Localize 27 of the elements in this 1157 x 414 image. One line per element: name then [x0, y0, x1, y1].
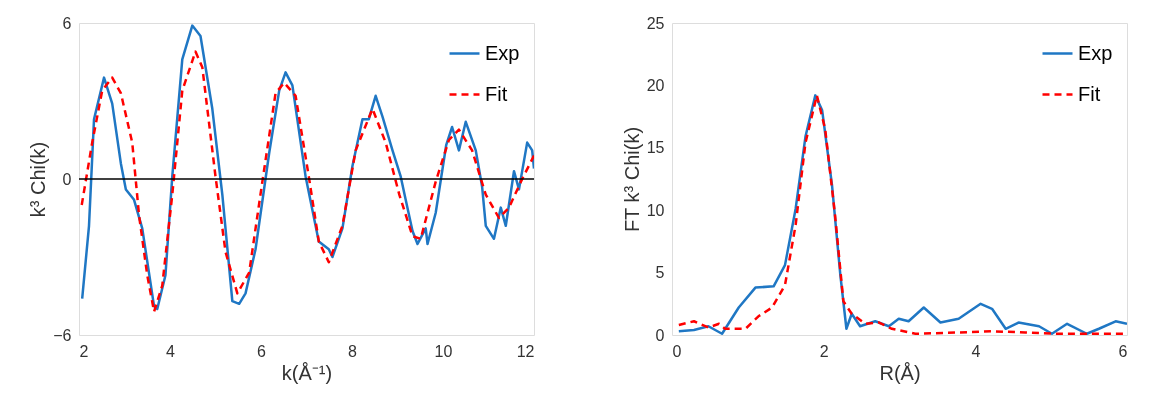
y-tick-label: 20	[646, 76, 665, 94]
y-axis-title: k³ Chi(k)	[27, 141, 50, 218]
y-axis-title: FT k³ Chi(k)	[620, 126, 643, 233]
x-tick-label: 6	[1118, 342, 1128, 360]
x-tick-label: 8	[348, 342, 358, 360]
legend-label: Exp	[485, 41, 520, 64]
legend-label: Exp	[1078, 41, 1113, 64]
x-axis-title: k(Å⁻¹)	[281, 361, 333, 384]
x-tick-label: 2	[79, 342, 89, 360]
x-tick-label: 10	[434, 342, 453, 360]
legend-label: Fit	[1078, 82, 1101, 105]
x-tick-label: 6	[257, 342, 267, 360]
x-tick-label: 4	[166, 342, 176, 360]
x-tick-label: 4	[971, 342, 981, 360]
y-tick-label: −6	[53, 326, 72, 344]
x-tick-label: 12	[516, 342, 535, 360]
y-tick-label: 15	[646, 139, 665, 157]
y-tick-label: 0	[62, 170, 72, 188]
y-tick-label: 0	[655, 326, 665, 344]
y-tick-label: 10	[646, 201, 665, 219]
x-axis-title: R(Å)	[879, 361, 921, 384]
y-tick-label: 25	[646, 14, 665, 32]
legend-label: Fit	[485, 82, 508, 105]
x-tick-label: 2	[819, 342, 829, 360]
y-tick-label: 5	[655, 264, 665, 282]
y-tick-label: 6	[62, 14, 72, 32]
x-tick-label: 0	[672, 342, 682, 360]
